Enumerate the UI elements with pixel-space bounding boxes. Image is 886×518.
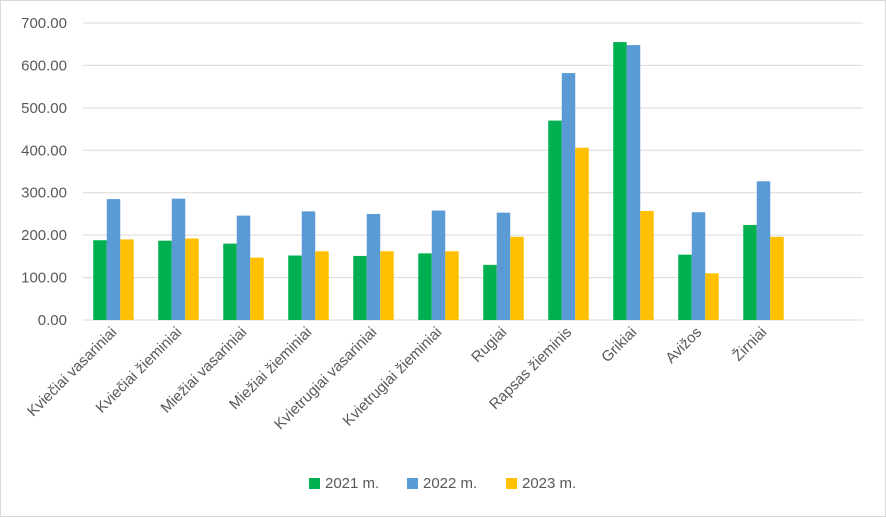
bar-2-3 [236, 215, 251, 320]
x-category-label: Avižos [662, 324, 705, 367]
legend-label: 2022 m. [423, 475, 477, 492]
bar-1-5 [353, 255, 367, 320]
x-category-label: Grikiai [598, 324, 640, 366]
bar-3-4 [315, 251, 329, 320]
bar-3-9 [640, 210, 654, 320]
bar-1-6 [418, 253, 432, 320]
bar-1-2 [158, 240, 172, 320]
legend-swatch [506, 478, 517, 489]
bar-1-3 [223, 243, 237, 320]
bar-3-8 [575, 147, 589, 320]
bar-2-8 [561, 73, 576, 321]
bar-2-1 [106, 199, 121, 320]
bar-3-6 [445, 251, 459, 320]
bar-3-7 [510, 236, 524, 320]
bar-2-9 [626, 45, 641, 320]
bar-1-1 [93, 240, 107, 320]
bar-1-4 [288, 255, 302, 320]
bar-1-11 [743, 224, 757, 320]
bar-3-2 [185, 238, 199, 320]
legend-swatch [407, 478, 418, 489]
bar-2-10 [691, 212, 706, 320]
bar-1-10 [678, 254, 692, 320]
y-tick-label: 700.00 [21, 15, 67, 32]
y-tick-label: 500.00 [21, 100, 67, 117]
y-tick-label: 300.00 [21, 185, 67, 202]
bar-3-3 [250, 257, 264, 320]
bar-2-2 [171, 198, 186, 320]
y-tick-label: 200.00 [21, 227, 67, 244]
y-tick-label: 400.00 [21, 142, 67, 159]
bar-3-5 [380, 251, 394, 320]
bar-1-9 [613, 42, 627, 320]
bar-1-8 [548, 120, 562, 320]
bar-2-11 [756, 181, 771, 320]
bar-3-11 [770, 236, 784, 320]
y-tick-label: 600.00 [21, 57, 67, 74]
bar-2-4 [301, 211, 316, 320]
x-category-label: Žirniai [729, 324, 770, 365]
legend-label: 2021 m. [325, 475, 379, 492]
bar-2-7 [496, 212, 511, 320]
y-tick-label: 0.00 [38, 312, 67, 329]
legend-swatch [309, 478, 320, 489]
bar-3-10 [705, 273, 719, 320]
bar-3-1 [120, 239, 134, 320]
y-tick-label: 100.00 [21, 270, 67, 287]
bar-1-7 [483, 264, 497, 320]
bar-2-6 [431, 210, 446, 320]
legend-label: 2023 m. [522, 475, 576, 492]
bar-2-5 [366, 213, 381, 320]
x-category-label: Rugiai [468, 324, 510, 366]
